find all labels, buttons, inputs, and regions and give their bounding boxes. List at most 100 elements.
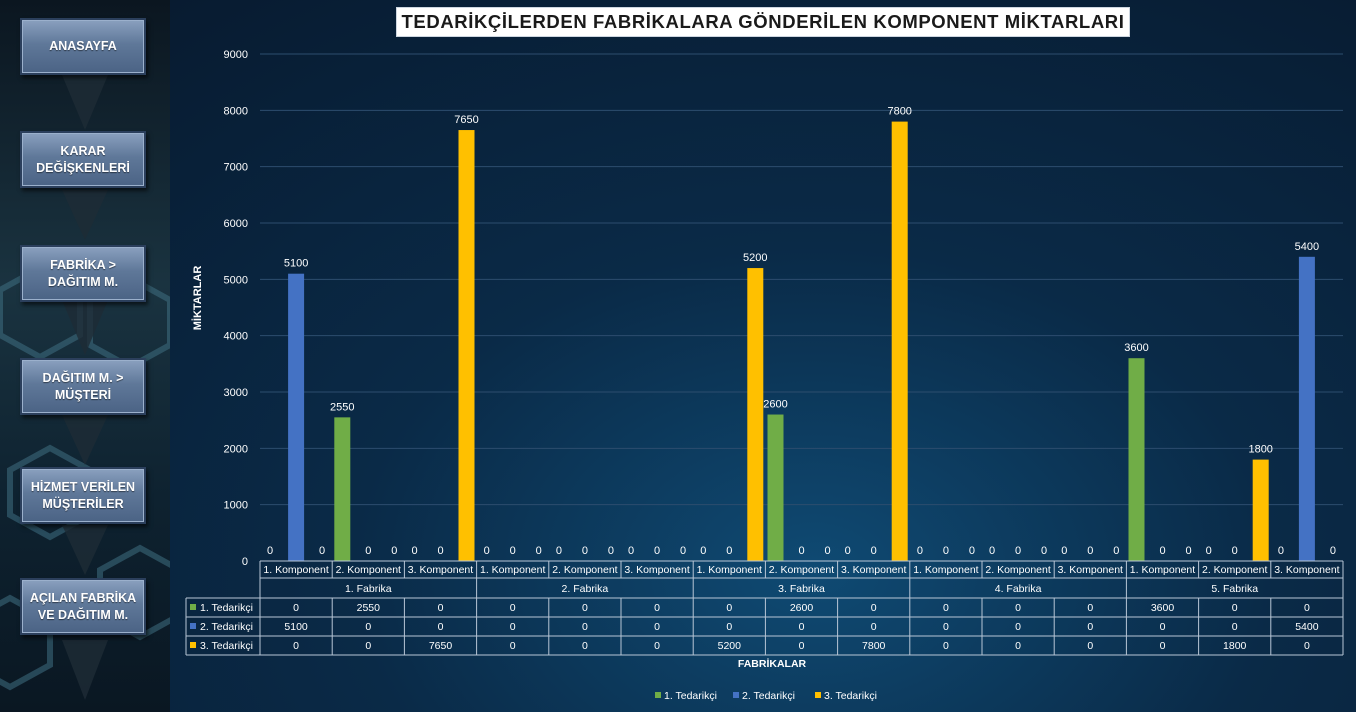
nav-fabrika-dagitim-button[interactable]: FABRİKA > DAĞITIM M. [20, 245, 146, 302]
table-cell-value: 2550 [357, 602, 381, 614]
table-cell-value: 2600 [790, 602, 814, 614]
y-axis-label: MİKTARLAR [191, 266, 204, 331]
y-tick-label: 6000 [224, 218, 248, 230]
table-cell-value: 0 [582, 602, 588, 614]
legend-label: 1. Tedarikçi [664, 690, 717, 702]
data-label: 0 [1159, 545, 1165, 557]
table-cell-value: 0 [943, 602, 949, 614]
data-label: 0 [267, 545, 273, 557]
x-group-label: 1. Fabrika [345, 583, 392, 595]
x-tick-label: 1. Komponent [1130, 564, 1195, 576]
legend-key [655, 692, 661, 698]
data-label: 0 [1232, 545, 1238, 557]
x-tick-label: 3. Komponent [1058, 564, 1123, 576]
table-cell-value: 0 [943, 621, 949, 633]
table-cell-value: 0 [1160, 621, 1166, 633]
data-label: 0 [1206, 545, 1212, 557]
table-cell-value: 0 [365, 640, 371, 652]
x-tick-label: 3. Komponent [1274, 564, 1339, 576]
table-cell-value: 0 [1304, 602, 1310, 614]
data-label: 0 [411, 545, 417, 557]
table-cell-value: 0 [1015, 621, 1021, 633]
table-cell-value: 0 [654, 640, 660, 652]
table-cell-value: 0 [1232, 602, 1238, 614]
data-label: 0 [484, 545, 490, 557]
table-cell-value: 0 [1087, 640, 1093, 652]
y-tick-label: 7000 [224, 162, 248, 174]
data-label: 0 [871, 545, 877, 557]
data-label: 7800 [887, 106, 911, 118]
bar [891, 121, 908, 561]
table-cell-value: 0 [943, 640, 949, 652]
data-label: 7650 [454, 114, 478, 126]
data-label: 0 [319, 545, 325, 557]
data-label: 0 [917, 545, 923, 557]
table-cell-value: 0 [582, 621, 588, 633]
data-label: 0 [510, 545, 516, 557]
table-cell-value: 0 [438, 621, 444, 633]
table-cell-value: 0 [726, 602, 732, 614]
x-tick-label: 3. Komponent [408, 564, 473, 576]
table-cell-value: 0 [799, 640, 805, 652]
nav-acilan-fabrika-button[interactable]: AÇILAN FABRİKA VE DAĞITIM M. [20, 578, 146, 635]
bar [767, 414, 784, 561]
data-label: 0 [726, 545, 732, 557]
data-label: 0 [608, 545, 614, 557]
data-label: 0 [680, 545, 686, 557]
table-cell-value: 0 [1015, 640, 1021, 652]
data-label: 0 [437, 545, 443, 557]
x-tick-label: 1. Komponent [913, 564, 978, 576]
table-series-name: 3. Tedarikçi [200, 640, 253, 652]
table-cell-value: 3600 [1151, 602, 1175, 614]
x-tick-label: 2. Komponent [769, 564, 834, 576]
bar [334, 417, 351, 561]
table-cell-value: 0 [726, 621, 732, 633]
x-group-label: 4. Fabrika [995, 583, 1042, 595]
x-tick-label: 2. Komponent [552, 564, 617, 576]
table-cell-value: 5100 [284, 621, 308, 633]
x-group-label: 2. Fabrika [562, 583, 609, 595]
table-cell-value: 0 [1232, 621, 1238, 633]
table-cell-value: 0 [510, 602, 516, 614]
data-label: 5100 [284, 258, 308, 270]
table-cell-value: 0 [510, 621, 516, 633]
table-cell-value: 0 [293, 640, 299, 652]
nav-hizmet-verilen-musteriler-button[interactable]: HİZMET VERİLEN MÜŞTERİLER [20, 467, 146, 524]
table-cell-value: 0 [293, 602, 299, 614]
data-label: 0 [1185, 545, 1191, 557]
data-label: 5200 [743, 252, 767, 264]
data-label: 0 [1015, 545, 1021, 557]
table-cell-value: 0 [438, 602, 444, 614]
data-label: 0 [582, 545, 588, 557]
y-tick-label: 8000 [224, 105, 248, 117]
table-cell-value: 7800 [862, 640, 886, 652]
data-label: 0 [824, 545, 830, 557]
sidebar: ANASAYFA KARAR DEĞİŞKENLERİ FABRİKA > DA… [0, 0, 170, 712]
table-cell-value: 0 [871, 602, 877, 614]
table-legend-key [190, 642, 196, 648]
x-group-label: 3. Fabrika [778, 583, 825, 595]
y-tick-label: 9000 [224, 49, 248, 61]
data-label: 0 [556, 545, 562, 557]
table-cell-value: 0 [654, 602, 660, 614]
data-label: 0 [989, 545, 995, 557]
legend-key [733, 692, 739, 698]
data-label: 0 [654, 545, 660, 557]
x-tick-label: 1. Komponent [263, 564, 328, 576]
data-label: 0 [628, 545, 634, 557]
y-tick-label: 2000 [224, 443, 248, 455]
nav-dagitim-musteri-button[interactable]: DAĞITIM M. > MÜŞTERİ [20, 358, 146, 415]
data-label: 1800 [1248, 444, 1272, 456]
y-tick-label: 5000 [224, 274, 248, 286]
x-tick-label: 1. Komponent [480, 564, 545, 576]
chart-title: TEDARİKÇİLERDEN FABRİKALARA GÖNDERİLEN K… [396, 7, 1130, 37]
data-label: 3600 [1124, 342, 1148, 354]
nav-karar-degiskenleri-button[interactable]: KARAR DEĞİŞKENLERİ [20, 131, 146, 188]
table-cell-value: 1800 [1223, 640, 1247, 652]
table-legend-key [190, 604, 196, 610]
data-label: 0 [700, 545, 706, 557]
table-series-name: 2. Tedarikçi [200, 621, 253, 633]
data-label: 0 [798, 545, 804, 557]
nav-anasayfa-button[interactable]: ANASAYFA [20, 18, 146, 75]
